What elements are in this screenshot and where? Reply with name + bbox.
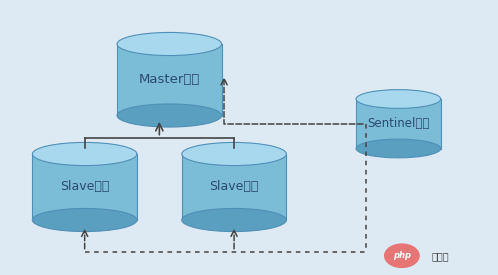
Ellipse shape (384, 243, 420, 268)
Bar (32, 154, 137, 220)
Bar (182, 154, 286, 220)
Text: Slave从机: Slave从机 (209, 180, 259, 194)
Text: Slave从机: Slave从机 (60, 180, 110, 194)
Text: php: php (393, 251, 411, 260)
Text: 中文网: 中文网 (432, 251, 449, 261)
Ellipse shape (32, 142, 137, 166)
Text: Master主机: Master主机 (138, 73, 200, 86)
Ellipse shape (356, 90, 441, 108)
Text: Sentinel哨兵: Sentinel哨兵 (367, 117, 430, 130)
Ellipse shape (117, 32, 222, 56)
Ellipse shape (356, 139, 441, 158)
Ellipse shape (182, 142, 286, 166)
Ellipse shape (182, 208, 286, 232)
Ellipse shape (32, 208, 137, 232)
Ellipse shape (117, 104, 222, 127)
Bar (356, 99, 441, 148)
Bar (117, 44, 222, 116)
